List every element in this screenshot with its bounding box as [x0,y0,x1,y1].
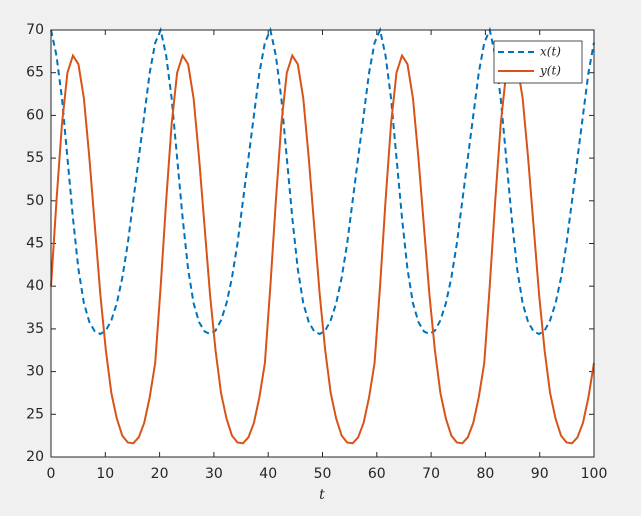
x-axis-label: t [319,487,325,503]
x-tick-label: 100 [581,466,608,482]
y-tick-label: 30 [26,364,44,380]
x-tick-label: 60 [368,466,386,482]
x-tick-label: 0 [47,466,56,482]
plot-area [51,30,594,457]
legend-label: x(t) [540,45,561,59]
series-line [50,53,595,445]
x-tick-label: 20 [151,466,169,482]
axes-frame [50,29,595,458]
legend-label: y(t) [539,64,561,78]
y-tick-label: 25 [26,406,44,422]
x-tick-label: 90 [531,466,549,482]
x-tick-label: 50 [314,466,332,482]
y-tick-label: 60 [26,107,44,123]
x-tick-label: 70 [422,466,440,482]
x-tick-label: 80 [476,466,494,482]
x-tick-label: 40 [259,466,277,482]
x-tick-label: 30 [205,466,223,482]
y-tick-label: 45 [26,236,44,252]
x-tick-label: 10 [96,466,114,482]
legend-box [493,40,583,84]
y-tick-label: 70 [26,22,44,38]
y-tick-label: 50 [26,193,44,209]
y-tick-label: 65 [26,65,44,81]
y-tick-label: 35 [26,321,44,337]
y-tick-label: 20 [26,449,44,465]
y-tick-label: 55 [26,150,44,166]
y-tick-label: 40 [26,278,44,294]
